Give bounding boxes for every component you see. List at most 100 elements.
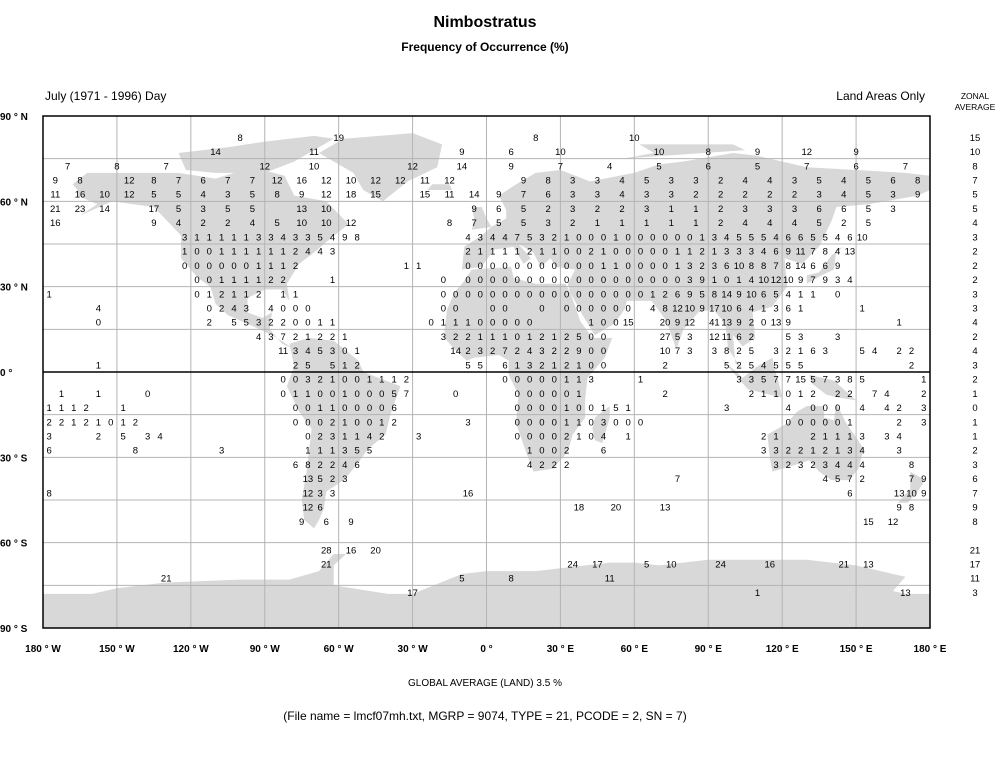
land-siberian-islands	[609, 144, 746, 159]
cell-value: 3	[921, 403, 926, 414]
cell-value: 7	[903, 161, 908, 172]
cell-value: 12	[709, 332, 720, 343]
cell-value: 0	[490, 304, 495, 315]
cell-value: 4	[841, 176, 846, 187]
cell-value: 3	[736, 375, 741, 386]
cell-value: 4	[619, 190, 624, 201]
cell-value: 2	[718, 176, 723, 187]
cell-value: 0	[453, 304, 458, 315]
cell-value: 5	[613, 403, 618, 414]
cell-value: 0	[589, 346, 594, 357]
cell-value: 1	[478, 247, 483, 258]
cell-value: 0	[354, 417, 359, 428]
cell-value: 7	[786, 375, 791, 386]
cell-value: 1	[96, 389, 101, 400]
cell-value: 1	[823, 432, 828, 443]
land-new-zealand	[898, 471, 926, 503]
cell-value: 0	[552, 446, 557, 457]
cell-value: 0	[515, 289, 520, 300]
cell-value: 1	[268, 261, 273, 272]
cell-value: 0	[293, 403, 298, 414]
cell-value: 0	[318, 417, 323, 428]
cell-value: 0	[589, 332, 594, 343]
cell-value: 0	[564, 247, 569, 258]
cell-value: 0	[281, 304, 286, 315]
cell-value: 0	[527, 318, 532, 329]
map-frame	[42, 115, 931, 629]
cell-value: 1	[281, 261, 286, 272]
zonal-average-value: 2	[972, 275, 977, 286]
lon-tick-label: 180 ° E	[914, 644, 947, 655]
cell-value: 1	[564, 403, 569, 414]
cell-value: 1	[860, 304, 865, 315]
cell-value: 0	[638, 261, 643, 272]
cell-value: 12	[303, 488, 314, 499]
cell-value: 3	[798, 332, 803, 343]
cell-value: 0	[650, 275, 655, 286]
cell-value: 2	[564, 346, 569, 357]
cell-value: 3	[767, 204, 772, 215]
cell-value: 0	[539, 304, 544, 315]
cell-value: 1	[256, 261, 261, 272]
cell-value: 0	[589, 289, 594, 300]
cell-value: 13	[660, 503, 671, 514]
cell-value: 3	[145, 432, 150, 443]
cell-value: 0	[576, 289, 581, 300]
cell-value: 0	[342, 346, 347, 357]
cell-value: 1	[231, 232, 236, 243]
cell-value: 8	[274, 190, 279, 201]
cell-value: 11	[605, 574, 615, 585]
cell-value: 14	[450, 346, 461, 357]
cell-value: 3	[823, 346, 828, 357]
cell-value: 4	[767, 218, 772, 229]
cell-value: 3	[416, 432, 421, 443]
cell-value: 2	[564, 446, 569, 457]
cell-value: 7	[823, 375, 828, 386]
cell-value: 13	[894, 488, 905, 499]
cell-value: 3	[773, 446, 778, 457]
cell-value: 10	[321, 204, 332, 215]
cell-value: 9	[798, 275, 803, 286]
cell-value: 2	[201, 218, 206, 229]
cell-value: 4	[841, 190, 846, 201]
cell-value: 17	[592, 560, 603, 571]
cell-value: 11	[420, 176, 430, 187]
cell-value: 0	[662, 247, 667, 258]
cell-value: 1	[675, 261, 680, 272]
cell-value: 2	[786, 446, 791, 457]
zonal-average-value: 3	[972, 460, 977, 471]
cell-value: 1	[330, 403, 335, 414]
zonal-header-line1: ZONAL	[961, 91, 990, 101]
cell-value: 3	[687, 346, 692, 357]
cell-value: 0	[490, 289, 495, 300]
cell-value: 2	[330, 474, 335, 485]
cell-value: 1	[318, 318, 323, 329]
cell-value: 6	[810, 261, 815, 272]
cell-value: 7	[521, 190, 526, 201]
cell-value: 9	[576, 346, 581, 357]
cell-value: 0	[490, 275, 495, 286]
cell-value: 9	[459, 147, 464, 158]
cell-value: 1	[619, 218, 624, 229]
cell-value: 0	[564, 289, 569, 300]
cell-value: 1	[96, 360, 101, 371]
cell-value: 4	[318, 247, 323, 258]
cell-value: 0	[589, 275, 594, 286]
cell-value: 12	[124, 176, 135, 187]
cell-value: 0	[465, 261, 470, 272]
cell-value: 10	[321, 218, 332, 229]
cell-value: 2	[786, 460, 791, 471]
cell-value: 3	[835, 375, 840, 386]
cell-value: 5	[644, 176, 649, 187]
cell-value: 0	[527, 289, 532, 300]
cell-value: 5	[231, 318, 236, 329]
cell-value: 20	[370, 545, 381, 556]
cell-value: 5	[225, 204, 230, 215]
cell-value: 1	[798, 304, 803, 315]
cell-value: 2	[662, 360, 667, 371]
cell-value: 2	[552, 232, 557, 243]
cell-value: 9	[299, 517, 304, 528]
cell-value: 2	[539, 332, 544, 343]
cell-value: 0	[478, 275, 483, 286]
cell-value: 2	[810, 460, 815, 471]
